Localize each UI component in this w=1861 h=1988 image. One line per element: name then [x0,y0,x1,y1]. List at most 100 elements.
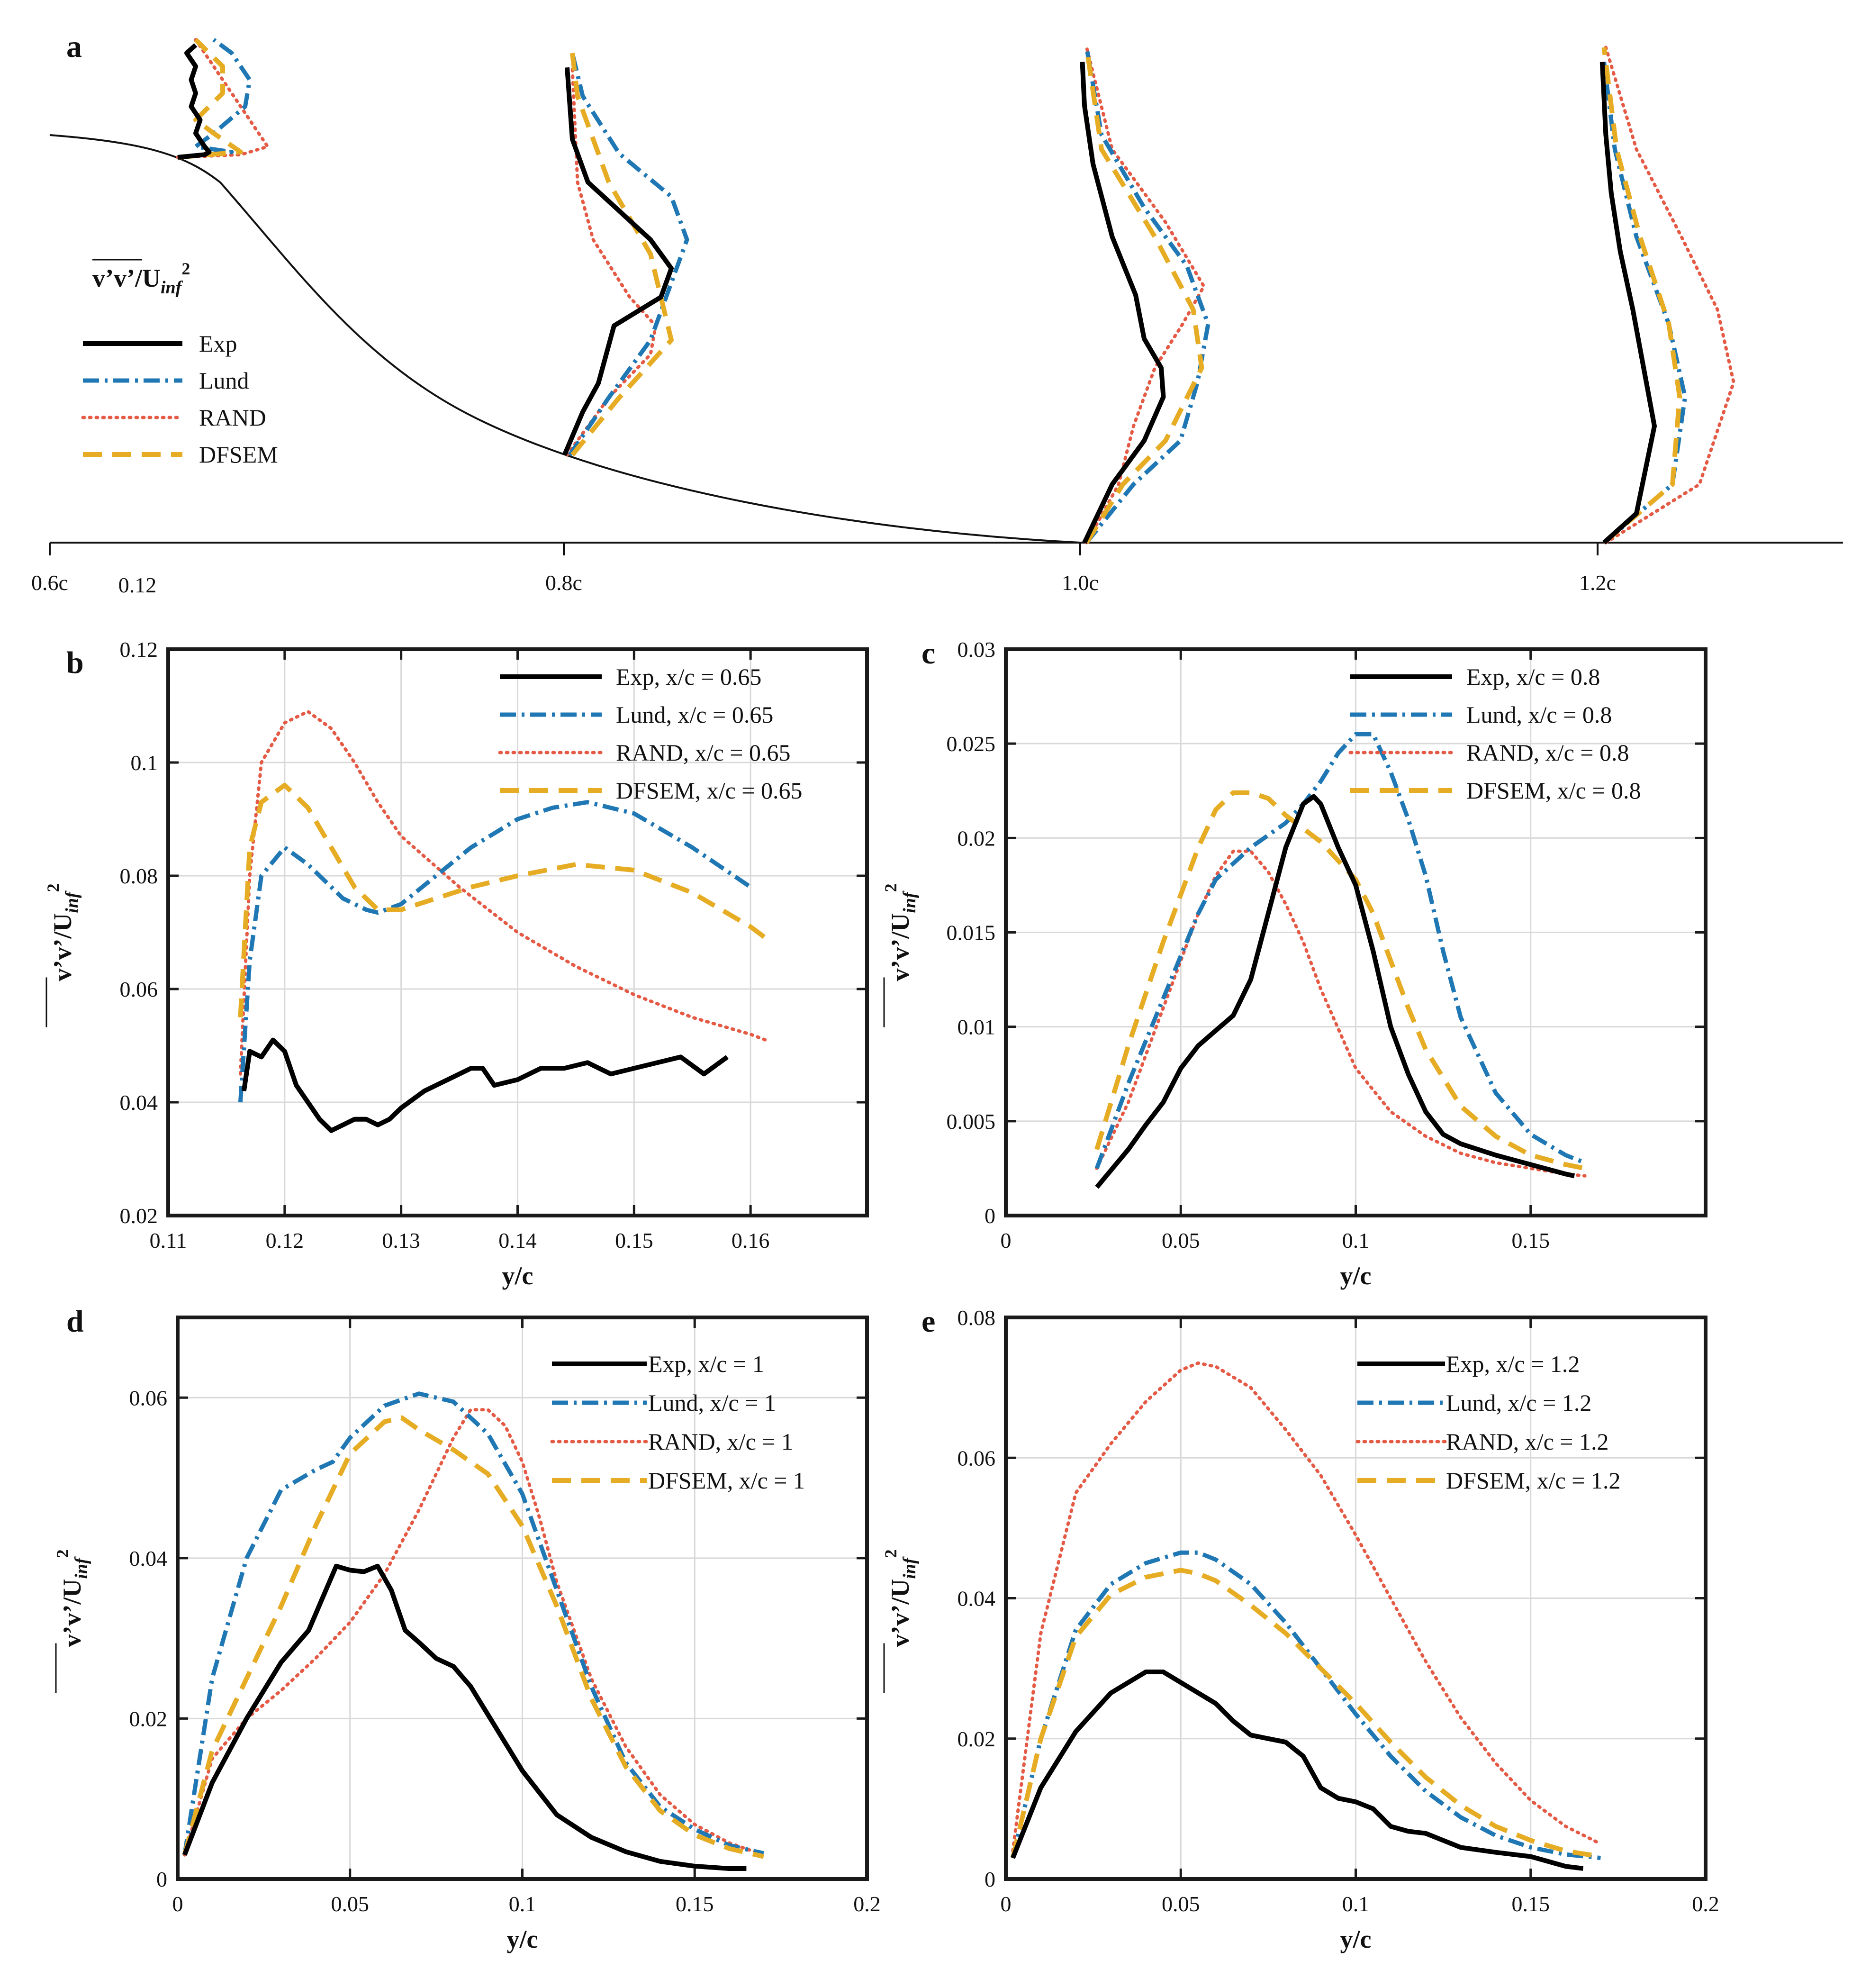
svg-text:v’v’/Uinf2: v’v’/Uinf2 [92,259,190,298]
x-axis-label: y/c [1340,1925,1372,1953]
x-tick-label: 0.05 [1162,1892,1200,1916]
y-tick-label: 0.02 [958,1727,996,1751]
profile-exp-station-3 [1599,62,1657,545]
y-label-sub: inf [900,1556,920,1579]
series-line-rand [238,710,768,1076]
station-label-1.0c: 1.0c [1062,571,1099,595]
y-tick-label: 0.02 [958,826,996,850]
profile-dfsem-station-2 [1084,47,1204,544]
inset-tick-label: 0.12 [118,573,157,597]
x-tick-label: 0.11 [150,1228,187,1253]
legend-label-lund: Lund, x/c = 1.2 [1446,1389,1591,1416]
series-line-rand [1095,849,1587,1178]
legend-label-rand: RAND, x/c = 0.65 [616,739,790,766]
series-line-exp [1095,794,1575,1189]
profile-exp-station-0 [177,43,212,160]
y-tick-label: 0.06 [958,1446,996,1470]
x-tick-label: 0.1 [1342,1892,1370,1916]
y-label-sub: inf [72,1556,91,1579]
legend-label-rand: RAND, x/c = 0.8 [1466,739,1629,766]
y-label-sup: 2 [53,1549,72,1558]
x-tick-label: 0.16 [732,1228,770,1253]
y-label-sup: 2 [881,883,900,892]
x-tick-label: 0.13 [382,1228,420,1253]
y-axis-label-text: v’v’/Uinf2 [53,1549,91,1647]
x-tick-label: 0.2 [1692,1892,1719,1916]
y-tick-label: 0 [985,1204,995,1228]
x-tick-label: 0.1 [509,1892,536,1916]
panel-d: d 0 0.05 0.1 0.15 0.2 0 0.02 0.04 0.06 y/c v’v’/Uin… [53,1304,881,1953]
y-tick-label: 0 [156,1867,167,1891]
legend-label-rand: RAND, x/c = 1.2 [1446,1428,1608,1455]
profile-exp-station-1 [562,67,674,456]
x-tick-label: 0.05 [331,1892,370,1916]
y-axis-label-text: v’v’/Uinf2 [44,883,82,981]
series-line-dfsem [238,782,768,1018]
x-tick-label: 0.15 [615,1228,653,1253]
panel-c: c 0 0.05 0.1 0.15 0 0.005 0.01 0.015 0.02 0.025 0.0… [881,636,1707,1290]
series-line-lund [1094,732,1586,1169]
y-tick-label: 0.04 [129,1546,168,1570]
y-tick-label: 0.08 [958,1306,996,1330]
x-tick-label: 0.05 [1162,1228,1200,1253]
profile-rand-station-1 [565,65,658,457]
y-label-main: v’v’/U [886,913,914,981]
panel-a-quantity-label: v’v’/Uinf2 [92,259,190,298]
quantity-sub: inf [161,278,183,298]
legend-label-rand: RAND [199,404,266,431]
station-label-0.8c: 0.8c [545,571,582,595]
panel-a: a 0.6c 0.12 0.8c 1.0c 1.2c v’v’/Uinf2 Ex… [31,29,1843,597]
station-label-1.2c: 1.2c [1579,571,1616,595]
y-label-main: v’v’/U [48,913,77,981]
series-line-lund [238,800,752,1103]
legend-label-lund: Lund [199,367,249,394]
y-tick-label: 0.03 [958,637,996,662]
profile-dfsem-station-0 [177,38,243,160]
legend-label-exp: Exp, x/c = 1.2 [1446,1351,1580,1377]
legend-label-lund: Lund, x/c = 0.65 [616,701,773,728]
x-tick-label: 0.15 [1512,1228,1550,1253]
x-tick-label: 0.2 [853,1892,881,1916]
panel-label-a: a [66,29,82,64]
panel-label-c: c [921,636,935,671]
x-tick-label: 0.1 [1342,1228,1370,1253]
x-tick-label: 0 [172,1892,183,1916]
y-label-sup: 2 [44,883,63,892]
series-line-lund [182,1391,764,1856]
series-line-dfsem [1094,790,1586,1171]
y-tick-label: 0.06 [120,977,158,1001]
y-axis-label: v’v’/Uinf2 [881,1549,920,1693]
y-tick-label: 0.01 [958,1015,996,1039]
profile-dfsem-station-1 [570,53,674,457]
profile-rand-station-2 [1085,45,1206,545]
legend-label-lund: Lund, x/c = 1 [648,1389,776,1416]
y-axis-label: v’v’/Uinf2 [881,883,920,1027]
legend-label-dfsem: DFSEM, x/c = 1 [648,1467,805,1494]
panel-a-legend: Exp Lund RAND DFSEM [81,330,278,468]
profile-exp-station-2 [1080,62,1166,544]
y-tick-label: 0 [985,1867,995,1891]
y-tick-label: 0.04 [120,1090,158,1115]
x-axis-label: y/c [1340,1262,1372,1290]
y-label-main: v’v’/U [58,1579,86,1647]
series-line-exp [241,1037,729,1133]
profile-rand-station-0 [176,38,270,159]
y-tick-label: 0.005 [947,1109,996,1134]
profile-rand-station-3 [1604,45,1735,545]
panel-a-profiles [176,38,1735,545]
legend-label-exp: Exp, x/c = 0.8 [1466,663,1600,690]
y-tick-label: 0.02 [129,1707,168,1731]
y-tick-label: 0.12 [120,637,158,662]
panel-e: e 0 0.05 0.1 0.15 0.2 0 0.02 0.04 0.06 0.08 y/c v’v’… [881,1304,1719,1953]
series-line-exp [1011,1670,1584,1871]
x-axis-label: y/c [507,1925,538,1953]
y-tick-label: 0.1 [131,751,158,775]
x-tick-label: 0 [1001,1228,1012,1253]
y-label-main: v’v’/U [886,1579,914,1647]
legend-label-dfsem: DFSEM, x/c = 0.8 [1466,777,1641,804]
series-line-dfsem [182,1415,764,1859]
series-line-dfsem [1010,1568,1601,1859]
y-tick-label: 0.025 [947,732,996,756]
legend-label-dfsem: DFSEM [199,441,278,468]
